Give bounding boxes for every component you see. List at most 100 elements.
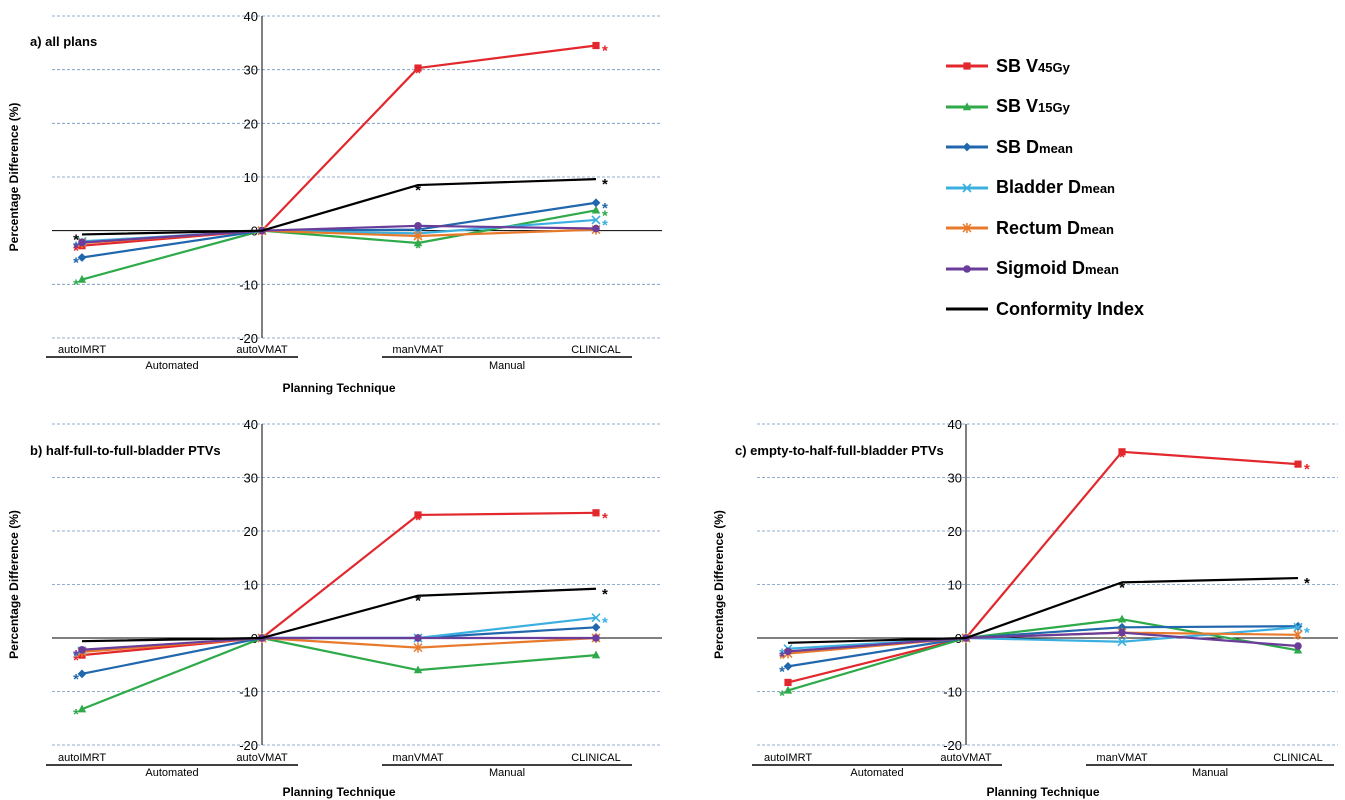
series-line [81, 178, 597, 236]
legend-marker [962, 183, 972, 193]
significance-star: * [779, 648, 785, 665]
data-point [784, 678, 792, 687]
series-line [81, 209, 597, 281]
data-point [783, 661, 793, 671]
series-line [81, 224, 597, 244]
data-point [1118, 448, 1126, 456]
legend-label-sub: mean [1085, 262, 1119, 278]
significance-star: * [73, 231, 79, 248]
y-tick-label: 20 [244, 116, 258, 131]
significance-star: * [73, 238, 79, 255]
y-tick-label: 30 [244, 63, 258, 78]
series-conformity-index: * * [787, 575, 1310, 644]
legend-item-sb-dmean: SB Dmean [944, 127, 1144, 168]
legend-item-sb-v15gy: SB V15Gy [944, 87, 1144, 128]
y-tick-label: -20 [239, 738, 258, 753]
x-axis-title: Planning Technique [282, 785, 395, 799]
group-label-manual: Manual [489, 360, 525, 372]
legend-marker [963, 62, 971, 70]
significance-star: * [415, 593, 421, 610]
legend-item-bladder-dmean: Bladder Dmean [944, 168, 1144, 209]
significance-star: * [73, 648, 79, 665]
group-label-manual: Manual [489, 767, 525, 779]
data-point [1294, 460, 1302, 468]
x-tick-label-autovmat: autoVMAT [236, 752, 287, 764]
significance-star: * [73, 652, 79, 669]
data-point [77, 669, 87, 679]
x-tick-label-manvmat: manVMAT [1096, 752, 1147, 764]
data-point [591, 205, 601, 214]
legend-label-main: SB D [996, 136, 1040, 157]
significance-star: * [779, 663, 785, 680]
x-tick-label-autoimrt: autoIMRT [58, 344, 106, 356]
data-point [1117, 614, 1127, 623]
series-line [81, 626, 597, 675]
x-tick-label-autovmat: autoVMAT [236, 344, 287, 356]
significance-star: * [73, 243, 79, 260]
legend-label-main: SB V [996, 96, 1039, 117]
significance-star: * [73, 671, 79, 688]
y-tick-label: 40 [948, 417, 962, 432]
data-point [591, 215, 601, 225]
series-conformity-index: * * [81, 586, 608, 643]
data-point [413, 231, 423, 242]
y-tick-label: 10 [244, 170, 258, 185]
series-sigmoid-dmean: * [73, 222, 600, 256]
significance-star: * [415, 65, 421, 82]
x-tick-label-autoimrt: autoIMRT [58, 752, 106, 764]
data-point [414, 222, 422, 230]
data-point [592, 634, 600, 642]
legend-label-main: Sigmoid D [996, 258, 1085, 279]
series-line [787, 576, 1299, 644]
significance-star: * [73, 647, 79, 664]
chart-legend: SB V45Gy SB V15Gy SB Dmean Bladder Dmean… [944, 46, 1144, 330]
data-point [413, 665, 423, 674]
series-line [81, 636, 596, 651]
significance-star: * [602, 43, 608, 60]
chart-panel-b: -20-10010203040**********autoIMRTautoVMA… [7, 417, 662, 799]
x-tick-label-clinical: CLINICAL [571, 344, 621, 356]
significance-star: * [1119, 579, 1125, 596]
data-point [414, 511, 422, 519]
series-sb-dmean: * [779, 621, 1303, 680]
legend-swatch-asterisk [946, 223, 988, 234]
y-tick-label: -10 [943, 685, 962, 700]
significance-star: * [73, 706, 79, 723]
x-axis-title: Planning Technique [986, 785, 1099, 799]
series-line [787, 450, 1299, 684]
data-point [1293, 622, 1303, 632]
significance-star: * [602, 176, 608, 193]
y-tick-label: 10 [948, 578, 962, 593]
group-label-automated: Automated [850, 767, 903, 779]
series-sb-v15gy: *** [73, 205, 608, 294]
series-line [787, 625, 1299, 668]
series-sb-dmean: ** [73, 198, 608, 272]
data-point [414, 634, 422, 642]
legend-label-sub: 45Gy [1038, 59, 1070, 75]
x-tick-label-autovmat: autoVMAT [940, 752, 991, 764]
series-sigmoid-dmean: * [779, 628, 1302, 665]
legend-swatch-circle [946, 264, 988, 273]
significance-star: * [1304, 461, 1310, 478]
legend-label-main: Bladder D [996, 177, 1082, 198]
significance-star: * [1119, 449, 1125, 466]
legend-label-main: Conformity Index [996, 298, 1145, 319]
y-tick-label: 40 [244, 9, 258, 24]
legend-label-sub: mean [1080, 221, 1114, 237]
legend-label-sub: mean [1039, 140, 1073, 156]
y-tick-label: 30 [244, 471, 258, 486]
data-point [591, 613, 601, 623]
data-point [591, 622, 601, 632]
series-sb-dmean: * [73, 622, 601, 688]
series-sb-v45gy: ** [784, 448, 1310, 687]
data-point [591, 198, 601, 208]
legend-item-conformity-index: Conformity Index [944, 289, 1144, 330]
significance-star: * [779, 687, 785, 704]
series-line [81, 511, 597, 657]
y-axis-title: Percentage Difference (%) [712, 510, 726, 659]
data-point [1293, 629, 1303, 640]
legend-swatch-triangle [946, 102, 988, 110]
data-point [592, 41, 600, 50]
data-point [413, 238, 423, 247]
significance-star: * [415, 512, 421, 529]
